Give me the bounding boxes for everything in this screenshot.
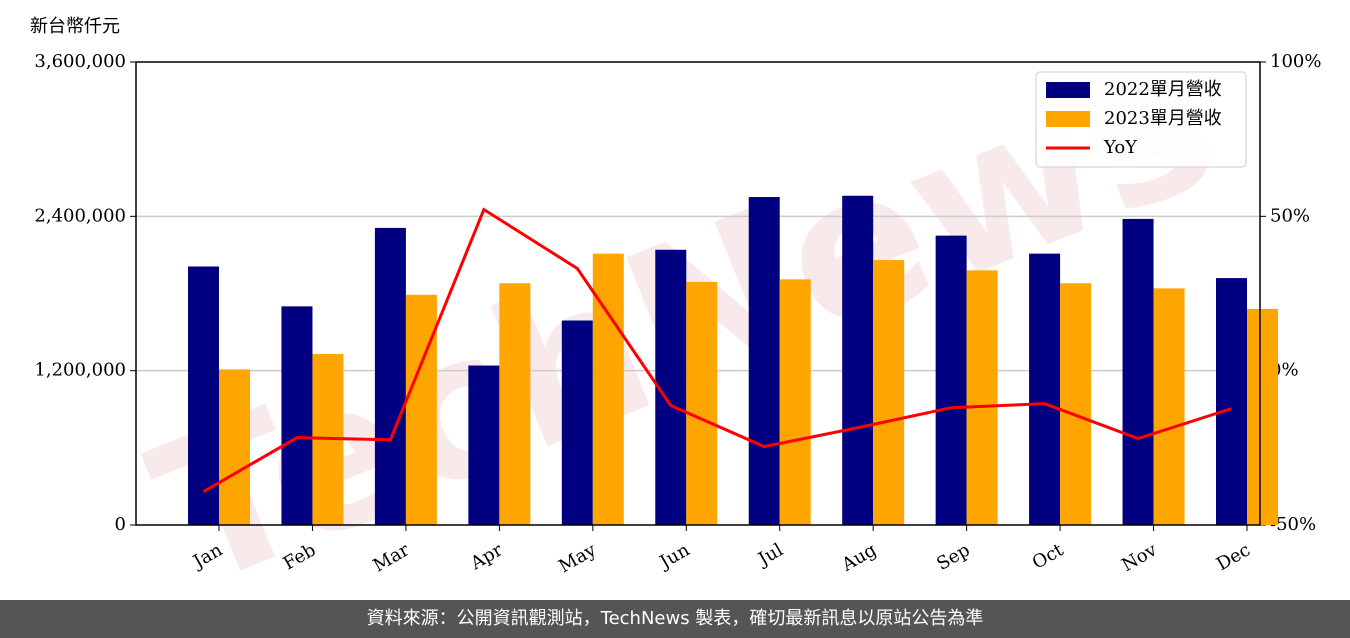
legend-swatch bbox=[1046, 111, 1090, 127]
bar bbox=[1247, 308, 1278, 525]
x-tick-label: Apr bbox=[466, 539, 506, 574]
bar bbox=[1029, 253, 1061, 525]
plot-frame bbox=[135, 61, 1261, 526]
bar bbox=[219, 369, 250, 525]
bar bbox=[935, 235, 967, 525]
bar bbox=[405, 294, 437, 525]
x-tick-label: Oct bbox=[1029, 539, 1068, 574]
y-axis-label: 新台幣仟元 bbox=[30, 16, 120, 37]
legend-swatch bbox=[1046, 82, 1090, 98]
bar bbox=[1153, 288, 1185, 525]
y-tick-label: 3,600,000 bbox=[34, 51, 126, 72]
x-tick-label: Nov bbox=[1118, 539, 1161, 576]
y2-tick-label: 100% bbox=[1270, 51, 1321, 72]
y2-tick-label: -50% bbox=[1270, 514, 1316, 535]
chart: 新台幣仟元 TechNews 01,200,0002,400,0003,600,… bbox=[30, 1, 1321, 600]
bar bbox=[281, 306, 313, 525]
x-tick-label: May bbox=[555, 539, 600, 577]
bar bbox=[188, 266, 219, 525]
x-tick-label: Jul bbox=[753, 539, 787, 571]
bar bbox=[686, 281, 718, 525]
x-tick-label: Sep bbox=[933, 539, 973, 574]
legend-label: YoY bbox=[1103, 137, 1138, 158]
y-tick-label: 2,400,000 bbox=[34, 205, 126, 226]
bar bbox=[374, 227, 406, 526]
bar bbox=[655, 249, 687, 525]
bar bbox=[561, 320, 593, 525]
x-tick-label: Jun bbox=[655, 539, 694, 574]
line bbox=[202, 207, 1232, 493]
x-tick-label: Dec bbox=[1213, 539, 1254, 575]
bar bbox=[966, 270, 998, 525]
bar bbox=[1216, 278, 1247, 525]
y-tick-label: 0 bbox=[115, 514, 126, 535]
legend-label: 2022單月營收 bbox=[1104, 79, 1222, 100]
bar bbox=[592, 253, 624, 525]
bar bbox=[1122, 218, 1154, 525]
y-tick-label: 1,200,000 bbox=[34, 360, 126, 381]
bar bbox=[748, 197, 780, 525]
bar bbox=[842, 195, 874, 525]
bar bbox=[779, 279, 811, 525]
legend-label: 2023單月營收 bbox=[1104, 108, 1222, 129]
bar bbox=[1060, 283, 1092, 525]
footer: 資料來源：公開資訊觀測站，TechNews 製表，確切最新訊息以原站公告為準 bbox=[0, 600, 1350, 638]
y2-tick-label: 50% bbox=[1270, 205, 1310, 226]
bar bbox=[499, 283, 531, 525]
x-tick-label: Aug bbox=[838, 539, 881, 576]
bar bbox=[468, 365, 500, 525]
bar bbox=[873, 260, 905, 525]
